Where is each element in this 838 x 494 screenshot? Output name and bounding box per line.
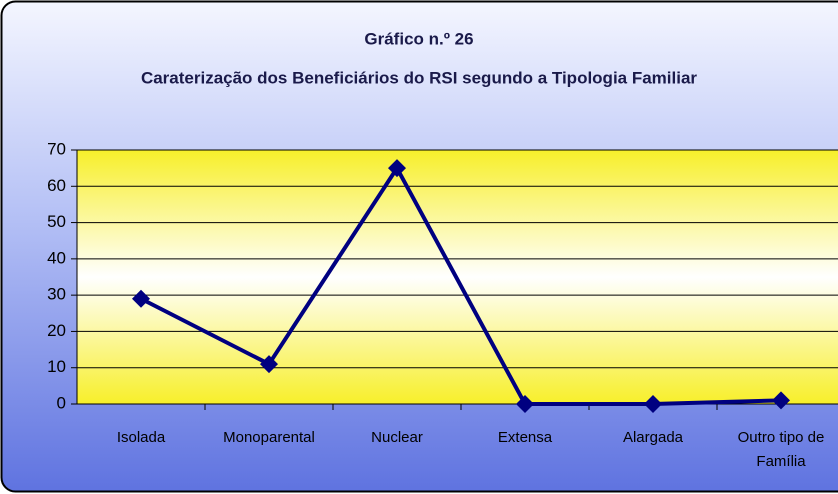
x-tick-label: Isolada [116,429,166,446]
y-tick-label: 30 [47,285,66,304]
data-point [644,395,662,413]
data-point [132,289,150,308]
y-tick-label: 10 [47,357,66,376]
y-tick-label: 40 [47,248,66,267]
x-tick-label: Monoparental [223,429,315,446]
data-point [388,159,406,178]
x-tick-label: Extensa [497,429,553,446]
x-tick-label: Outro tipo de Família [737,429,825,470]
series-line [140,166,782,406]
chart-subtitle: Caraterização dos Beneficiários do RSI s… [141,68,697,87]
data-point [260,355,278,374]
y-tick-label: 50 [47,212,66,231]
chart-title: Gráfico n.º 26 [364,29,473,48]
data-point [772,391,790,410]
x-tick-label: Nuclear [371,429,423,446]
x-tick-label: Alargada [622,429,684,446]
data-point [516,395,534,413]
y-tick-label: 70 [47,139,66,158]
y-tick-label: 60 [47,176,66,195]
y-tick-label: 0 [57,393,66,412]
y-tick-label: 20 [47,321,66,340]
